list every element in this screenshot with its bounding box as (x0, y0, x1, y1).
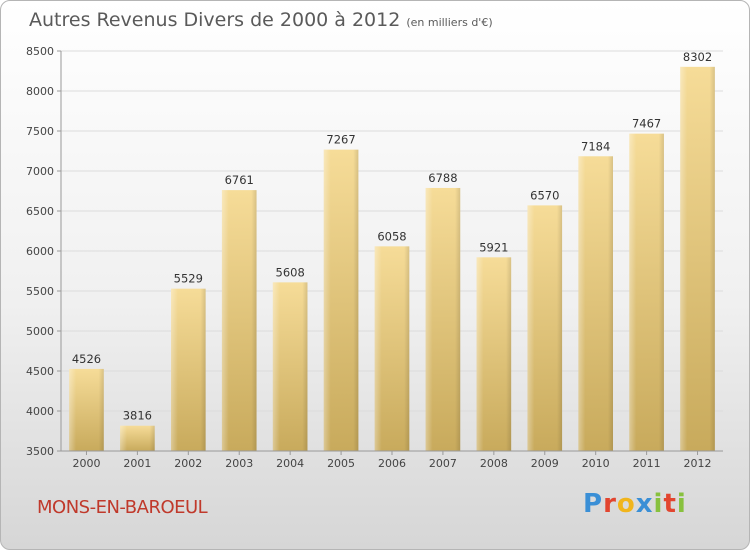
y-tick-label: 8500 (26, 45, 54, 58)
bar-shading-2001 (120, 425, 155, 451)
x-tick-label-2010: 2010 (582, 457, 610, 470)
bar-shading-2010 (578, 156, 614, 451)
y-tick-label: 4500 (26, 365, 54, 378)
bar-shading-2004 (272, 282, 308, 451)
value-label-2003: 6761 (225, 173, 254, 187)
value-label-2000: 4526 (72, 352, 101, 366)
value-label-2007: 6788 (428, 171, 457, 185)
y-tick-label: 5000 (26, 325, 54, 338)
x-tick-label-2004: 2004 (276, 457, 304, 470)
bar-shading-2006 (374, 246, 410, 451)
logo-letter: r (603, 489, 617, 519)
logo-letter: t (663, 489, 677, 519)
value-label-2006: 6058 (377, 229, 406, 243)
bars (69, 66, 715, 451)
value-label-2002: 5529 (174, 272, 203, 286)
x-tick-label-2009: 2009 (531, 457, 559, 470)
y-tick-label: 3500 (26, 445, 54, 458)
chart-title: Autres Revenus Divers de 2000 à 2012 (en … (29, 9, 493, 31)
logo-letter: o (616, 489, 636, 519)
logo-letter: P (583, 489, 604, 519)
value-label-2004: 5608 (276, 265, 305, 279)
x-tick-label-2002: 2002 (174, 457, 202, 470)
x-tick-label-2005: 2005 (327, 457, 355, 470)
y-tick-label: 6000 (26, 245, 54, 258)
bar-shading-2009 (527, 205, 563, 451)
bar-shading-2012 (680, 66, 715, 451)
bar-shading-2000 (69, 368, 104, 451)
x-tick-label-2012: 2012 (684, 457, 712, 470)
y-tick-label: 4000 (26, 405, 54, 418)
chart-title-text: Autres Revenus Divers de 2000 à 2012 (29, 9, 401, 31)
bar-shading-2002 (170, 288, 206, 451)
value-label-2012: 8302 (683, 50, 712, 64)
bar-shading-2008 (476, 257, 512, 451)
x-tick-label-2001: 2001 (123, 457, 151, 470)
y-tick-label: 5500 (26, 285, 54, 298)
data-labels: 4526 3816 5529 6761 5608 7267 6058 6788 5921 6570… (72, 50, 712, 423)
y-tick-label: 7500 (26, 125, 54, 138)
value-label-2005: 7267 (326, 133, 355, 147)
y-tick-label: 7000 (26, 165, 54, 178)
town-name: MONS-EN-BAROEUL (37, 497, 208, 518)
bar-shading-2005 (323, 149, 359, 451)
value-label-2010: 7184 (581, 139, 610, 153)
value-label-2009: 6570 (530, 188, 559, 202)
x-tick-label-2003: 2003 (225, 457, 253, 470)
bar-shading-2003 (221, 190, 257, 451)
value-label-2008: 5921 (479, 240, 508, 254)
x-tick-label-2006: 2006 (378, 457, 406, 470)
value-label-2001: 3816 (123, 409, 152, 423)
x-tick-label-2011: 2011 (633, 457, 661, 470)
x-tick-label-2007: 2007 (429, 457, 457, 470)
x-tick-label-2008: 2008 (480, 457, 508, 470)
x-tick-label-2000: 2000 (72, 457, 100, 470)
chart-subtitle: (en milliers d'€) (406, 16, 493, 29)
y-tick-label: 6500 (26, 205, 54, 218)
bar-shading-2011 (629, 133, 664, 451)
value-label-2011: 7467 (632, 117, 661, 131)
proxiti-logo: Proxiti (583, 489, 687, 519)
logo-letter: i (676, 489, 687, 519)
logo-letter: x (635, 489, 654, 519)
bar-shading-2007 (425, 187, 461, 451)
y-tick-label: 8000 (26, 85, 54, 98)
axes: 3500 4000 4500 5000 5500 6000 6500 7000 7500 8000… (26, 45, 723, 470)
logo-letter: i (653, 489, 664, 519)
